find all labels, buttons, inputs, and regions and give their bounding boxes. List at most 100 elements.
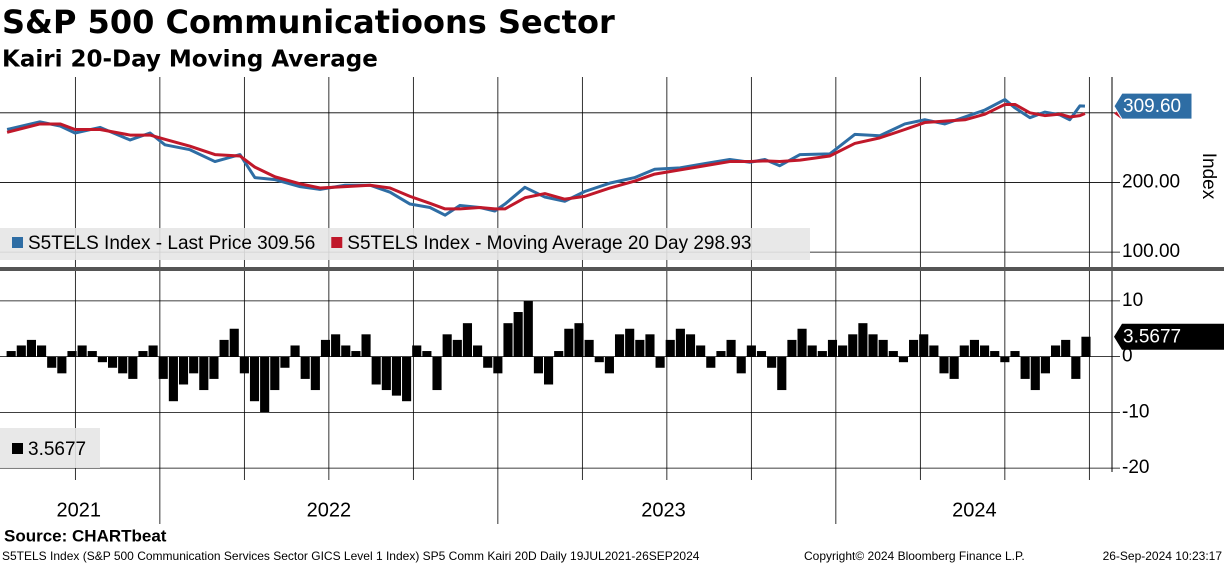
bar xyxy=(341,345,351,357)
bar xyxy=(402,356,412,402)
bar xyxy=(351,351,361,357)
bar xyxy=(260,356,270,413)
panel-divider xyxy=(0,267,1224,271)
chart-title: S&P 500 Communicatioons Sector xyxy=(2,3,615,41)
bar xyxy=(584,339,594,357)
bar xyxy=(787,339,797,357)
bar xyxy=(432,356,442,391)
legend-label: S5TELS Index - Last Price 309.56 xyxy=(28,233,315,254)
bar xyxy=(939,356,949,374)
y-tick-label: 0 xyxy=(1122,346,1133,367)
bar xyxy=(969,339,979,357)
bar xyxy=(554,351,564,357)
footer: Copyright© 2024 Bloomberg Finance L.P. xyxy=(804,549,1025,563)
y-tick-label: 10 xyxy=(1122,290,1143,311)
bar xyxy=(452,339,462,357)
bar xyxy=(827,339,838,357)
y-tick-label: -20 xyxy=(1122,457,1149,478)
bar xyxy=(57,356,67,374)
last-value-box xyxy=(1114,323,1224,350)
bar xyxy=(128,356,138,379)
bar xyxy=(807,345,817,357)
bar xyxy=(1081,336,1091,357)
bar xyxy=(696,345,706,357)
bar xyxy=(513,312,523,357)
bar xyxy=(706,356,716,368)
bar xyxy=(594,356,604,363)
bar xyxy=(239,356,249,374)
chart-subtitle: Kairi 20-Day Moving Average xyxy=(2,47,378,73)
bar xyxy=(1061,339,1071,357)
bar xyxy=(1020,356,1030,379)
bar xyxy=(381,356,391,391)
bar xyxy=(655,356,665,368)
bar xyxy=(300,356,310,379)
last-value-label: 309.60 xyxy=(1123,96,1181,117)
bar xyxy=(949,356,959,379)
bar xyxy=(97,356,107,363)
bar xyxy=(858,323,868,357)
footer: S5TELS Index (S&P 500 Communication Serv… xyxy=(2,549,700,563)
bar xyxy=(868,334,878,357)
bar xyxy=(817,351,827,357)
bar xyxy=(898,356,909,363)
bar xyxy=(229,328,239,357)
bar xyxy=(199,356,209,391)
bar xyxy=(107,356,118,368)
bar xyxy=(878,339,888,357)
bar xyxy=(980,345,990,357)
bar xyxy=(280,356,290,368)
bar xyxy=(848,334,858,357)
bar xyxy=(1010,351,1020,357)
last-value-box xyxy=(1113,92,1193,120)
bar xyxy=(716,351,726,357)
bar xyxy=(16,345,26,357)
bar xyxy=(604,356,614,374)
bar xyxy=(67,351,77,357)
bar xyxy=(26,339,36,357)
bar xyxy=(746,345,756,357)
bar xyxy=(412,345,422,357)
bar xyxy=(391,356,402,396)
legend-swatch xyxy=(12,237,23,248)
bar xyxy=(118,356,128,374)
bar xyxy=(544,356,554,385)
bar xyxy=(270,356,280,391)
bar xyxy=(909,339,919,357)
bar xyxy=(685,334,696,357)
bar xyxy=(614,334,625,357)
last-value-label: 3.5677 xyxy=(1123,327,1181,348)
source: Source: CHARTbeat xyxy=(4,526,167,545)
bar xyxy=(645,334,655,357)
bar xyxy=(249,356,260,402)
bar xyxy=(929,345,939,357)
line-series xyxy=(6,102,1086,211)
bar xyxy=(6,351,16,357)
x-tick-label: 2023 xyxy=(641,499,686,521)
bar xyxy=(888,351,898,357)
bar xyxy=(209,356,219,379)
legend-swatch xyxy=(331,237,343,248)
bar xyxy=(290,345,300,357)
bar xyxy=(422,351,432,357)
y-tick-label: -10 xyxy=(1122,401,1149,422)
bar xyxy=(1000,356,1010,363)
bar xyxy=(564,328,574,357)
legend-label: 3.5677 xyxy=(28,439,86,460)
bar xyxy=(189,356,199,374)
bar xyxy=(462,323,473,357)
bar xyxy=(178,356,189,385)
bar xyxy=(138,351,148,357)
legend-box xyxy=(0,228,810,260)
bar xyxy=(37,345,47,357)
bar xyxy=(158,356,168,379)
y-tick-label: 100.00 xyxy=(1122,241,1180,262)
bar xyxy=(361,334,371,357)
bar xyxy=(483,356,493,368)
bar xyxy=(523,300,533,357)
bar xyxy=(675,328,685,357)
line-series xyxy=(6,98,1086,217)
bar xyxy=(1030,356,1040,391)
bar xyxy=(371,356,381,385)
